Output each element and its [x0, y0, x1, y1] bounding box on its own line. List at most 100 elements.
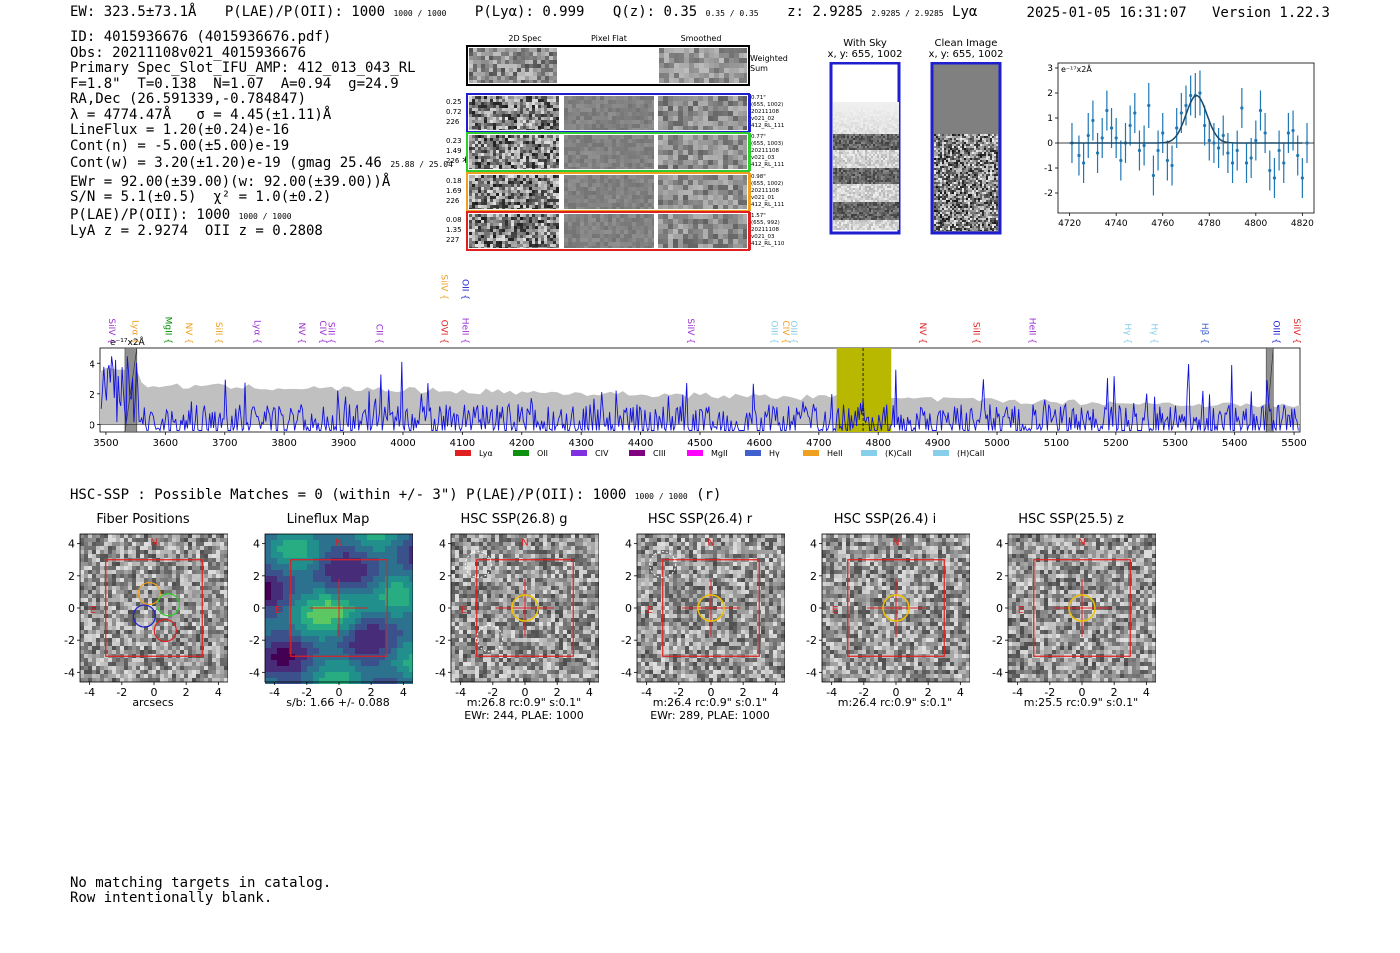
noise-pixel — [688, 116, 693, 121]
sky-pixel — [883, 202, 885, 204]
noise-pixel — [508, 108, 511, 111]
sky-pixel — [873, 188, 875, 190]
noise-pixel — [624, 234, 628, 238]
sky-pixel — [857, 176, 859, 178]
noise-pixel — [612, 155, 616, 159]
noise-pixel — [679, 68, 684, 73]
sky-pixel — [887, 136, 889, 138]
noise-pixel — [678, 96, 683, 101]
noise-pixel — [733, 214, 738, 219]
sky-pixel — [895, 130, 897, 132]
sky-pixel — [855, 210, 857, 212]
noise-pixel — [596, 143, 600, 147]
sky-pixel — [895, 126, 897, 128]
noise-pixel — [547, 205, 550, 208]
noise-pixel — [743, 175, 747, 180]
sky-pixel — [877, 120, 879, 122]
noise-pixel — [499, 135, 502, 138]
noise-pixel — [713, 229, 718, 234]
noise-pixel — [743, 126, 747, 130]
sky-pixel — [861, 130, 863, 132]
sky-pixel — [849, 148, 851, 150]
noise-pixel — [636, 191, 640, 195]
noise-pixel — [526, 108, 529, 111]
sky-pixel — [885, 160, 887, 162]
noise-pixel — [616, 226, 620, 230]
sky-pixel — [853, 194, 855, 196]
sky-pixel — [885, 198, 887, 200]
noise-pixel — [648, 175, 652, 179]
noise-pixel — [644, 226, 648, 230]
noise-pixel — [529, 247, 532, 248]
noise-pixel — [624, 163, 628, 167]
noise-pixel — [537, 68, 541, 72]
noise-pixel — [556, 168, 559, 169]
sky-pixel — [891, 176, 893, 178]
sky-pixel — [885, 110, 887, 112]
noise-pixel — [703, 239, 708, 244]
sky-pixel — [881, 172, 883, 174]
noise-pixel — [723, 229, 728, 234]
sky-pixel — [881, 164, 883, 166]
sky-pixel — [889, 102, 891, 104]
noise-pixel — [538, 175, 541, 178]
noise-pixel — [608, 230, 612, 234]
noise-pixel — [556, 247, 559, 248]
noise-pixel — [693, 175, 698, 180]
noise-pixel — [532, 175, 535, 178]
noise-pixel — [505, 159, 508, 162]
noise-pixel — [487, 181, 490, 184]
sky-pixel — [855, 198, 857, 200]
noise-pixel — [499, 205, 502, 208]
noise-pixel — [658, 190, 663, 195]
noise-pixel — [547, 129, 550, 130]
sky-pixel — [889, 194, 891, 196]
sky-pixel — [885, 114, 887, 116]
noise-pixel — [538, 244, 541, 247]
sky-pixel — [871, 140, 873, 142]
noise-pixel — [608, 124, 612, 128]
sky-pixel — [841, 152, 843, 154]
noise-pixel — [592, 163, 596, 167]
noise-pixel — [678, 195, 683, 200]
sky-pixel — [847, 176, 849, 178]
noise-pixel — [580, 199, 584, 203]
noise-pixel — [481, 99, 484, 102]
noise-pixel — [499, 123, 502, 126]
noise-pixel — [496, 247, 499, 248]
noise-pixel — [640, 179, 644, 183]
sky-pixel — [833, 116, 835, 118]
noise-pixel — [738, 205, 743, 209]
sky-pixel — [867, 130, 869, 132]
noise-pixel — [648, 96, 652, 100]
noise-pixel — [544, 190, 547, 193]
noise-pixel — [523, 105, 526, 108]
sky-pixel — [893, 200, 895, 202]
sky-pixel — [835, 132, 837, 134]
sky-pixel — [881, 192, 883, 194]
noise-pixel — [553, 178, 556, 181]
noise-pixel — [499, 168, 502, 169]
sky-pixel — [849, 190, 851, 192]
noise-pixel — [708, 224, 713, 229]
noise-pixel — [572, 100, 576, 104]
noise-pixel — [683, 190, 688, 195]
noise-pixel — [718, 239, 723, 244]
sky-pixel — [889, 112, 891, 114]
noise-pixel — [541, 193, 544, 196]
noise-pixel — [693, 195, 698, 200]
sky-pixel — [881, 206, 883, 208]
noise-pixel — [658, 205, 663, 209]
sky-pixel — [883, 114, 885, 116]
noise-pixel — [628, 143, 632, 147]
sky-pixel — [837, 198, 839, 200]
noise-pixel — [547, 178, 550, 181]
sky-pixel — [887, 194, 889, 196]
noise-pixel — [608, 203, 612, 207]
cutout-row-meta: 0.98" — [751, 174, 766, 180]
sky-pixel — [833, 130, 835, 132]
sky-pixel — [869, 116, 871, 118]
sky-pixel — [883, 186, 885, 188]
sky-pixel — [857, 190, 859, 192]
noise-pixel — [520, 193, 523, 196]
